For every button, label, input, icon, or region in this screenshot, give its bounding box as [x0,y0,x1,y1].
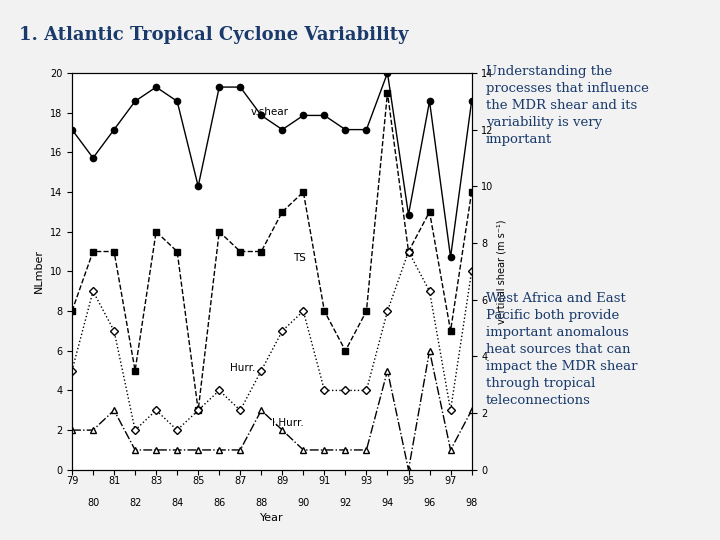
I.Hurr. [194,447,202,453]
I.Hurr. [278,427,287,433]
Hurr. [68,367,76,374]
I.Hurr. [257,407,266,414]
TS [194,407,202,414]
Hurr. [362,387,371,394]
v.shear [131,98,140,104]
TS [341,348,350,354]
X-axis label: Year: Year [260,514,284,523]
v.shear [320,112,329,119]
v.shear [404,211,413,218]
Text: v.shear: v.shear [251,107,289,117]
v.shear [446,254,455,260]
Text: I.Hurr.: I.Hurr. [271,418,304,428]
Hurr. [278,328,287,334]
I.Hurr. [109,407,118,414]
v.shear [383,70,392,76]
TS [404,248,413,255]
Text: TS: TS [293,253,306,264]
I.Hurr. [89,427,97,433]
TS [131,367,140,374]
v.shear [341,126,350,133]
Hurr. [341,387,350,394]
TS [320,308,329,314]
Hurr. [215,387,223,394]
TS [152,228,161,235]
TS [89,248,97,255]
Hurr. [446,407,455,414]
v.shear [278,126,287,133]
Hurr. [194,407,202,414]
v.shear [109,126,118,133]
I.Hurr. [404,467,413,473]
Text: Hurr.: Hurr. [230,362,255,373]
v.shear [89,154,97,161]
Hurr. [404,248,413,255]
TS [362,308,371,314]
v.shear [257,112,266,119]
Hurr. [109,328,118,334]
Line: Hurr.: Hurr. [69,248,474,433]
I.Hurr. [426,348,434,354]
I.Hurr. [68,427,76,433]
Hurr. [257,367,266,374]
Line: TS: TS [69,90,474,414]
Hurr. [320,387,329,394]
TS [278,208,287,215]
I.Hurr. [173,447,181,453]
v.shear [426,98,434,104]
I.Hurr. [341,447,350,453]
TS [467,188,476,195]
v.shear [467,98,476,104]
Hurr. [236,407,245,414]
I.Hurr. [299,447,307,453]
I.Hurr. [152,447,161,453]
Hurr. [89,288,97,294]
I.Hurr. [131,447,140,453]
TS [383,90,392,96]
v.shear [299,112,307,119]
Y-axis label: vertical shear (m s⁻¹): vertical shear (m s⁻¹) [497,219,506,323]
v.shear [68,126,76,133]
I.Hurr. [215,447,223,453]
TS [257,248,266,255]
Line: I.Hurr.: I.Hurr. [69,348,474,473]
v.shear [152,84,161,90]
Hurr. [173,427,181,433]
I.Hurr. [236,447,245,453]
TS [236,248,245,255]
TS [446,328,455,334]
TS [426,208,434,215]
Hurr. [383,308,392,314]
I.Hurr. [320,447,329,453]
TS [109,248,118,255]
v.shear [194,183,202,190]
I.Hurr. [446,447,455,453]
v.shear [173,98,181,104]
TS [68,308,76,314]
Hurr. [152,407,161,414]
TS [173,248,181,255]
Text: West Africa and East
Pacific both provide
important anomalous
heat sources that : West Africa and East Pacific both provid… [486,292,637,407]
I.Hurr. [467,407,476,414]
v.shear [215,84,223,90]
Text: Understanding the
processes that influence
the MDR shear and its
variability is : Understanding the processes that influen… [486,65,649,146]
Hurr. [131,427,140,433]
Hurr. [467,268,476,274]
TS [215,228,223,235]
TS [299,188,307,195]
Hurr. [299,308,307,314]
v.shear [236,84,245,90]
Hurr. [426,288,434,294]
Line: v.shear: v.shear [69,70,474,260]
v.shear [362,126,371,133]
I.Hurr. [383,367,392,374]
Text: 1. Atlantic Tropical Cyclone Variability: 1. Atlantic Tropical Cyclone Variability [19,26,408,44]
Y-axis label: NLmber: NLmber [35,249,45,293]
I.Hurr. [362,447,371,453]
